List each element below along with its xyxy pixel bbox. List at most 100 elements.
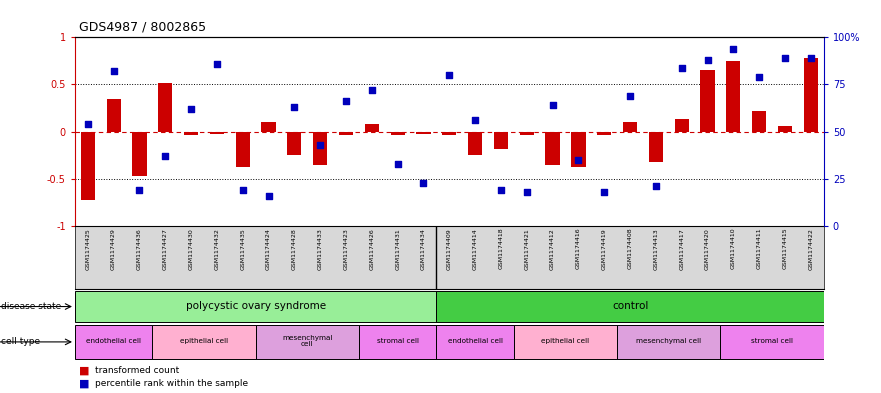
Text: GSM1174419: GSM1174419 (602, 228, 607, 270)
Bar (339, 132, 353, 136)
Bar (618, 325, 721, 359)
Bar (778, 126, 792, 132)
Bar (184, 132, 198, 136)
Bar (571, 132, 586, 167)
Text: ■: ■ (79, 365, 90, 375)
Point (803, 55, 818, 61)
Text: GSM1174415: GSM1174415 (782, 228, 788, 270)
Bar (721, 325, 824, 359)
Bar (752, 111, 766, 132)
Bar (675, 119, 689, 132)
Text: GSM1174408: GSM1174408 (627, 228, 633, 270)
Text: epithelial cell: epithelial cell (180, 338, 228, 344)
Text: GSM1174428: GSM1174428 (292, 228, 297, 270)
Text: GSM1174436: GSM1174436 (137, 228, 142, 270)
Text: GSM1174412: GSM1174412 (550, 228, 555, 270)
Point (494, 187, 508, 193)
Text: polycystic ovary syndrome: polycystic ovary syndrome (186, 301, 326, 311)
Text: control: control (612, 301, 648, 311)
Bar (235, 132, 250, 167)
Bar (359, 325, 436, 359)
Point (468, 117, 482, 123)
Text: GSM1174416: GSM1174416 (576, 228, 581, 270)
Text: GSM1174425: GSM1174425 (85, 228, 90, 270)
Text: ■: ■ (79, 378, 90, 388)
Text: GSM1174426: GSM1174426 (369, 228, 374, 270)
Text: GSM1174420: GSM1174420 (705, 228, 710, 270)
Text: endothelial cell: endothelial cell (448, 338, 503, 344)
Bar (436, 290, 824, 322)
Bar (494, 132, 508, 149)
Bar (648, 132, 663, 162)
Text: disease state: disease state (1, 302, 61, 311)
Bar (159, 83, 173, 132)
Point (287, 104, 301, 110)
Bar (390, 132, 404, 136)
Bar (152, 325, 255, 359)
Text: GSM1174417: GSM1174417 (679, 228, 685, 270)
Bar (468, 132, 482, 155)
Text: GSM1174421: GSM1174421 (524, 228, 529, 270)
Text: GSM1174422: GSM1174422 (809, 228, 813, 270)
Point (778, 55, 792, 61)
Text: GSM1174431: GSM1174431 (396, 228, 400, 270)
Bar (75, 325, 152, 359)
Point (159, 153, 173, 159)
Point (675, 64, 689, 71)
Text: GSM1174432: GSM1174432 (214, 228, 219, 270)
Bar (313, 132, 328, 165)
Text: GSM1174411: GSM1174411 (757, 228, 762, 270)
Point (726, 46, 740, 52)
Point (132, 187, 146, 193)
Bar (514, 325, 618, 359)
Point (752, 74, 766, 80)
Text: GSM1174418: GSM1174418 (499, 228, 503, 270)
Point (572, 157, 586, 163)
Bar (803, 58, 818, 132)
Text: stromal cell: stromal cell (377, 338, 418, 344)
Text: GDS4987 / 8002865: GDS4987 / 8002865 (79, 20, 206, 33)
Point (442, 72, 456, 78)
Bar (132, 132, 146, 176)
Point (520, 189, 534, 195)
Text: cell type: cell type (1, 338, 40, 346)
Bar (287, 132, 301, 155)
Bar (81, 132, 95, 200)
Text: GSM1174434: GSM1174434 (421, 228, 426, 270)
Bar (417, 132, 431, 134)
Text: epithelial cell: epithelial cell (542, 338, 589, 344)
Point (236, 187, 250, 193)
Point (623, 93, 637, 99)
Bar (520, 132, 534, 136)
Text: endothelial cell: endothelial cell (86, 338, 141, 344)
Point (390, 161, 404, 167)
Text: mesenchymal cell: mesenchymal cell (636, 338, 701, 344)
Point (210, 61, 224, 67)
Bar (545, 132, 559, 165)
Text: GSM1174409: GSM1174409 (447, 228, 452, 270)
Bar (255, 325, 359, 359)
Text: GSM1174410: GSM1174410 (731, 228, 736, 270)
Bar (75, 290, 436, 322)
Bar (262, 122, 276, 132)
Point (184, 106, 198, 112)
Point (545, 102, 559, 108)
Bar (597, 132, 611, 136)
Point (262, 193, 276, 199)
Point (365, 87, 379, 93)
Text: percentile rank within the sample: percentile rank within the sample (95, 379, 248, 387)
Point (339, 98, 353, 105)
Text: GSM1174427: GSM1174427 (163, 228, 167, 270)
Bar (442, 132, 456, 136)
Point (700, 57, 714, 63)
Bar (726, 61, 740, 132)
Bar (365, 124, 379, 132)
Point (597, 189, 611, 195)
Point (648, 183, 663, 189)
Point (107, 68, 121, 74)
Text: GSM1174423: GSM1174423 (344, 228, 349, 270)
Bar (700, 70, 714, 132)
Text: transformed count: transformed count (95, 366, 180, 375)
Bar (436, 325, 514, 359)
Bar (623, 122, 637, 132)
